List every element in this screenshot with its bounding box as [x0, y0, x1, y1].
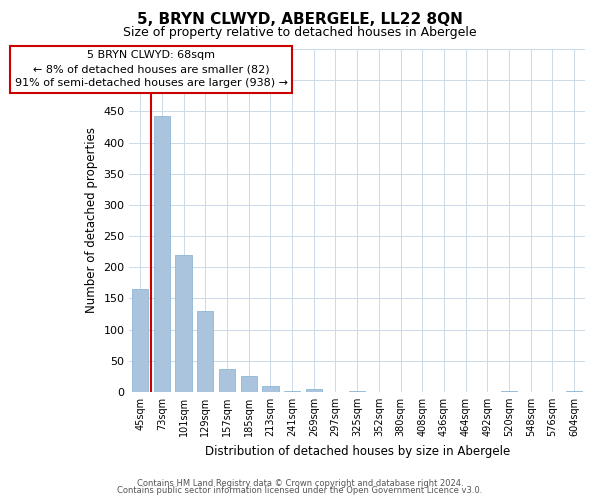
Bar [132, 289, 148, 392]
Bar [219, 369, 235, 392]
Text: 5, BRYN CLWYD, ABERGELE, LL22 8QN: 5, BRYN CLWYD, ABERGELE, LL22 8QN [137, 12, 463, 28]
Bar [154, 116, 170, 392]
X-axis label: Distribution of detached houses by size in Abergele: Distribution of detached houses by size … [205, 444, 510, 458]
Bar [241, 376, 257, 392]
Bar [175, 256, 192, 392]
Y-axis label: Number of detached properties: Number of detached properties [85, 128, 98, 314]
Text: 5 BRYN CLWYD: 68sqm
← 8% of detached houses are smaller (82)
91% of semi-detache: 5 BRYN CLWYD: 68sqm ← 8% of detached hou… [14, 50, 287, 88]
Bar [349, 390, 365, 392]
Text: Contains HM Land Registry data © Crown copyright and database right 2024.: Contains HM Land Registry data © Crown c… [137, 478, 463, 488]
Bar [305, 389, 322, 392]
Bar [197, 311, 214, 392]
Text: Contains public sector information licensed under the Open Government Licence v3: Contains public sector information licen… [118, 486, 482, 495]
Text: Size of property relative to detached houses in Abergele: Size of property relative to detached ho… [123, 26, 477, 39]
Bar [262, 386, 278, 392]
